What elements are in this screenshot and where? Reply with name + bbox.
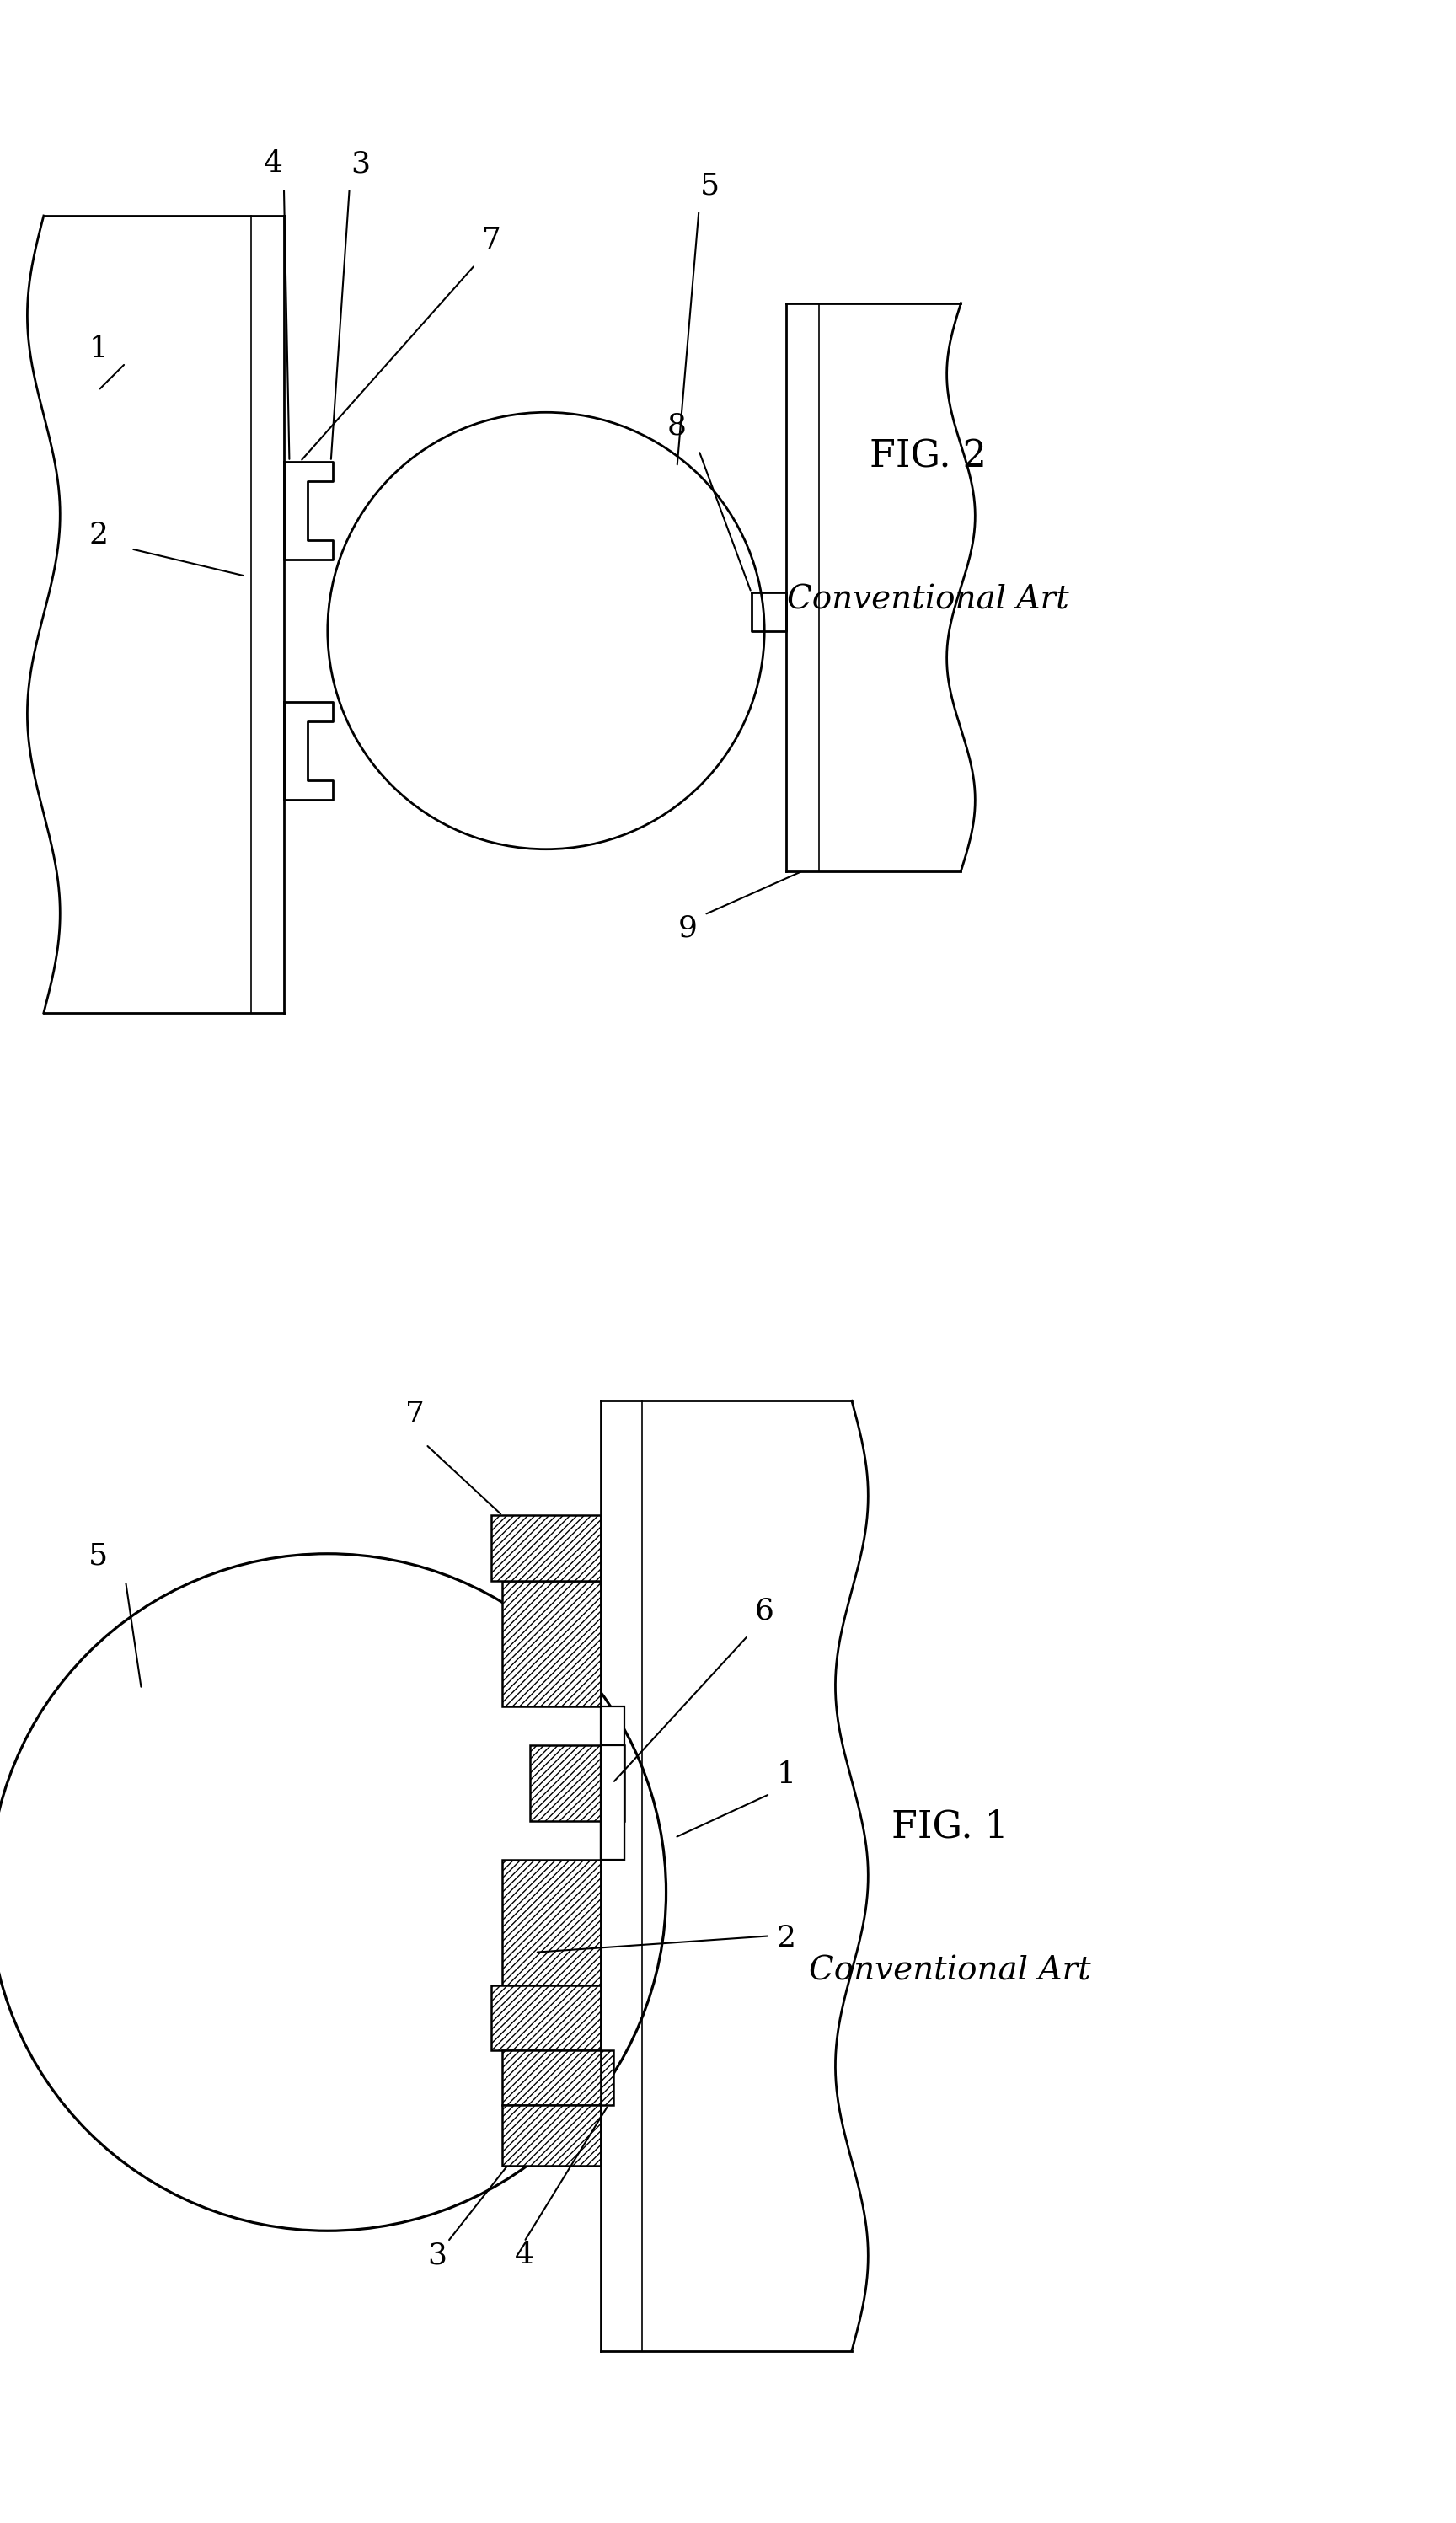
Text: 2: 2 — [776, 1925, 796, 1953]
Bar — [502, 1859, 600, 1986]
Text: Conventional Art: Conventional Art — [788, 585, 1069, 616]
Text: 4: 4 — [514, 2240, 534, 2271]
Text: 2: 2 — [89, 520, 108, 550]
Bar — [600, 1746, 625, 1859]
Bar — [502, 1582, 600, 1706]
Text: 1: 1 — [89, 336, 108, 363]
Text: 8: 8 — [667, 411, 687, 439]
Bar — [491, 1986, 600, 2051]
Bar — [502, 2051, 614, 2104]
Text: 5: 5 — [700, 172, 719, 199]
Text: 7: 7 — [405, 1400, 425, 1428]
Text: 5: 5 — [89, 1542, 108, 1569]
Bar — [600, 1822, 625, 1859]
Text: 4: 4 — [264, 149, 282, 179]
Text: 7: 7 — [482, 225, 501, 255]
Bar — [502, 2104, 600, 2165]
Text: FIG. 2: FIG. 2 — [869, 439, 987, 474]
Bar — [491, 1516, 600, 1582]
Text: 6: 6 — [754, 1597, 775, 1625]
Text: 9: 9 — [678, 913, 697, 944]
Text: 3: 3 — [427, 2240, 447, 2271]
Bar — [530, 1746, 625, 1822]
Text: Conventional Art: Conventional Art — [810, 1955, 1091, 1986]
Bar — [600, 1706, 625, 1746]
Text: FIG. 1: FIG. 1 — [891, 1809, 1009, 1844]
Text: 1: 1 — [776, 1761, 796, 1789]
Text: 3: 3 — [351, 149, 370, 179]
